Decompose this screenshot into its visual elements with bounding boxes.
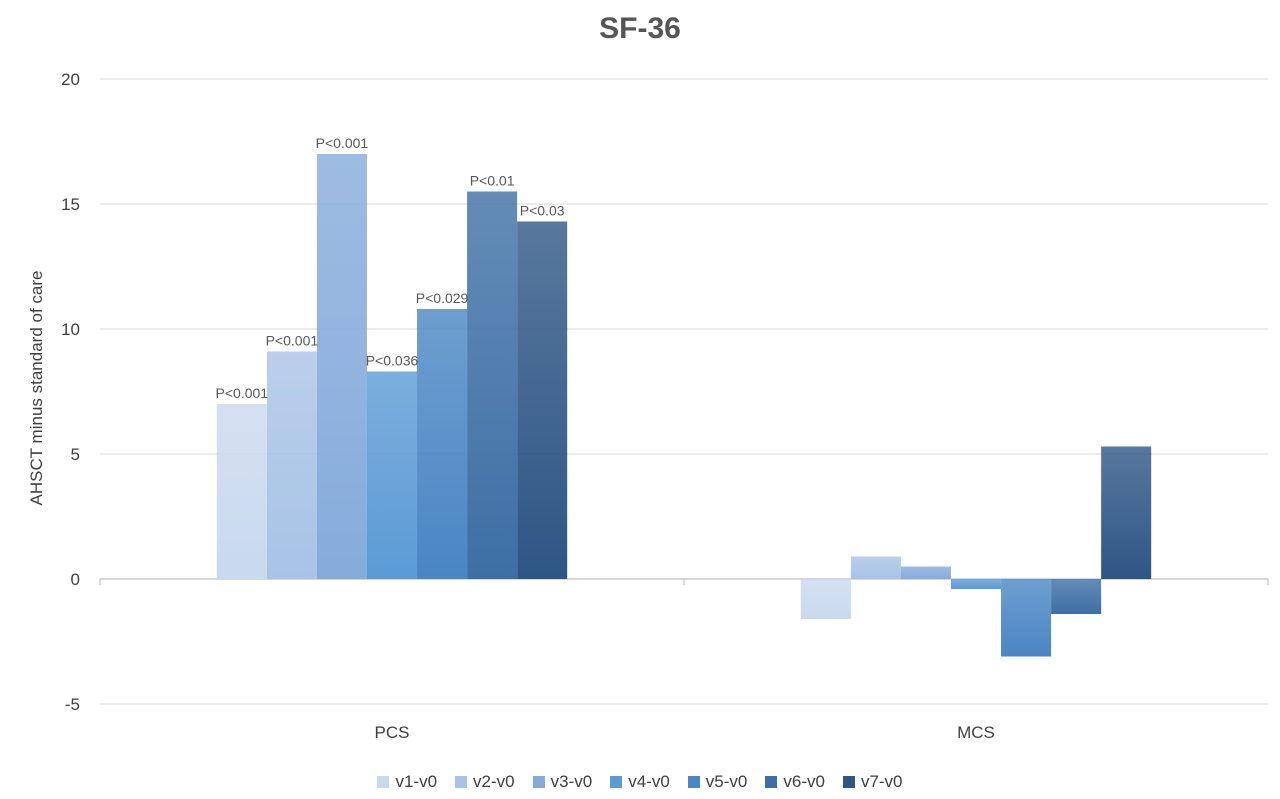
y-axis-title: AHSCT minus standard of care [27, 271, 46, 506]
legend-item: v3-v0 [532, 772, 593, 792]
legend-label: v4-v0 [628, 772, 670, 791]
y-tick-label: -5 [65, 695, 80, 714]
legend-swatch [842, 776, 855, 788]
bar-v7-v0-PCS [517, 221, 568, 579]
bar-v1-v0-MCS [800, 579, 851, 619]
data-label: P<0.036 [366, 353, 419, 369]
bar-v5-v0-MCS [1001, 579, 1052, 657]
x-category-labels: PCS MCS [375, 723, 995, 742]
legend-label: v5-v0 [705, 772, 748, 791]
data-label: P<0.001 [316, 135, 369, 151]
chart-title: SF-36 [599, 12, 681, 45]
bar-v7-v0-MCS [1101, 446, 1152, 579]
data-label: P<0.001 [216, 385, 269, 401]
legend-label: v2-v0 [473, 772, 515, 791]
data-label: P<0.01 [470, 173, 515, 189]
bar-v2-v0-MCS [850, 556, 901, 579]
bar-v4-v0-MCS [950, 579, 1002, 589]
bar-v6-v0-PCS [467, 191, 518, 579]
y-tick-label: 5 [71, 445, 80, 464]
legend-label: v1-v0 [395, 772, 438, 791]
legend-swatch [455, 776, 468, 788]
bar-v6-v0-MCS [1051, 579, 1102, 614]
y-tick-labels: 20 15 10 5 0 -5 [61, 70, 80, 714]
legend-swatch [610, 776, 623, 788]
legend-swatch [377, 776, 390, 788]
data-label: P<0.03 [520, 203, 565, 219]
y-tick-label: 20 [61, 70, 80, 89]
bars [216, 154, 1152, 657]
legend-swatch [687, 776, 700, 788]
bar-v3-v0-PCS [316, 154, 367, 579]
data-label: P<0.029 [416, 290, 469, 306]
bar-v4-v0-PCS [366, 371, 418, 579]
x-category-label: MCS [957, 723, 995, 742]
legend-item: v4-v0 [610, 772, 670, 792]
data-labels: P<0.001 P<0.001 P<0.001 P<0.036 P<0.029 P<0.0… [216, 135, 565, 401]
legend-label: v6-v0 [783, 772, 825, 791]
y-tick-label: 15 [61, 195, 80, 214]
legend-swatch [532, 776, 545, 788]
x-category-label: PCS [375, 723, 410, 742]
bar-v3-v0-MCS [900, 566, 951, 579]
bar-v2-v0-PCS [266, 351, 317, 579]
legend-item: v2-v0 [455, 772, 515, 792]
legend-item: v1-v0 [377, 772, 437, 792]
legend-item: v5-v0 [687, 772, 748, 792]
legend-label: v3-v0 [550, 772, 593, 791]
legend-label: v7-v0 [860, 772, 903, 791]
legend-item: v6-v0 [765, 772, 825, 792]
legend: v1-v0 v2-v0 v3-v0 v4-v0 v5-v0 v6-v0 v7-v0 [0, 772, 1280, 792]
bar-v5-v0-PCS [417, 309, 468, 579]
bar-v1-v0-PCS [216, 404, 267, 579]
legend-swatch [765, 776, 778, 788]
y-tick-label: 10 [61, 320, 80, 339]
y-tick-label: 0 [71, 570, 80, 589]
data-label: P<0.001 [266, 333, 319, 349]
legend-item: v7-v0 [842, 772, 903, 792]
